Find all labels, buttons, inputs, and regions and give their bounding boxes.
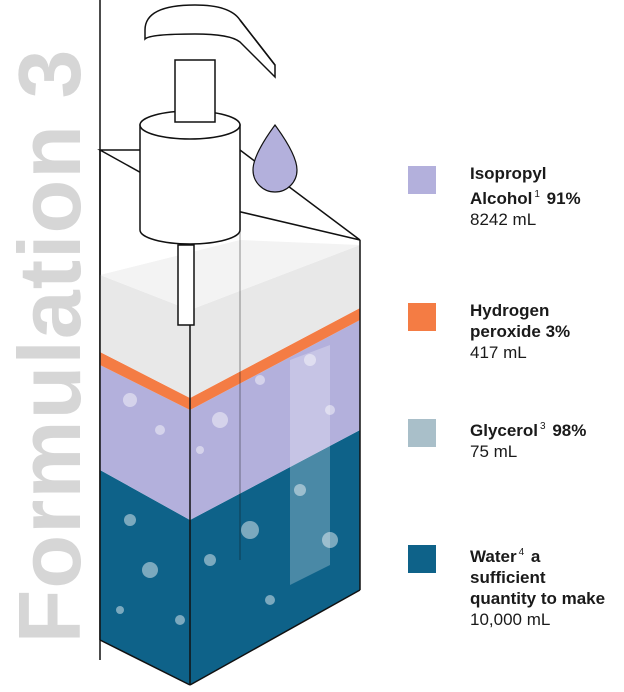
amount: 8242 mL: [470, 209, 610, 230]
swatch: [408, 545, 436, 573]
title: Formulation 3: [0, 49, 101, 644]
ingredient-text: Hydrogen peroxide 3%417 mL: [470, 300, 610, 363]
footnote: 3: [540, 421, 546, 432]
swatch: [408, 303, 436, 331]
ingredient-name: Water: [470, 547, 517, 566]
ingredient-name: Hydrogen peroxide: [470, 301, 549, 341]
ingredient-name: Isopropyl Alcohol: [470, 164, 547, 208]
strength: 3%: [546, 322, 571, 341]
ingredient-name: Glycerol: [470, 421, 538, 440]
strength: 91%: [547, 189, 581, 208]
swatch: [408, 166, 436, 194]
strength: 98%: [552, 421, 586, 440]
amount: 10,000 mL: [470, 609, 610, 630]
amount: 75 mL: [470, 441, 610, 462]
footnote: 1: [534, 189, 540, 200]
page: Formulation 3 Isopropyl Alcohol1 91%8242…: [0, 0, 624, 692]
amount: 417 mL: [470, 342, 610, 363]
footnote: 4: [519, 547, 525, 558]
ingredient-heading: Hydrogen peroxide 3%: [470, 301, 570, 341]
swatch: [408, 419, 436, 447]
